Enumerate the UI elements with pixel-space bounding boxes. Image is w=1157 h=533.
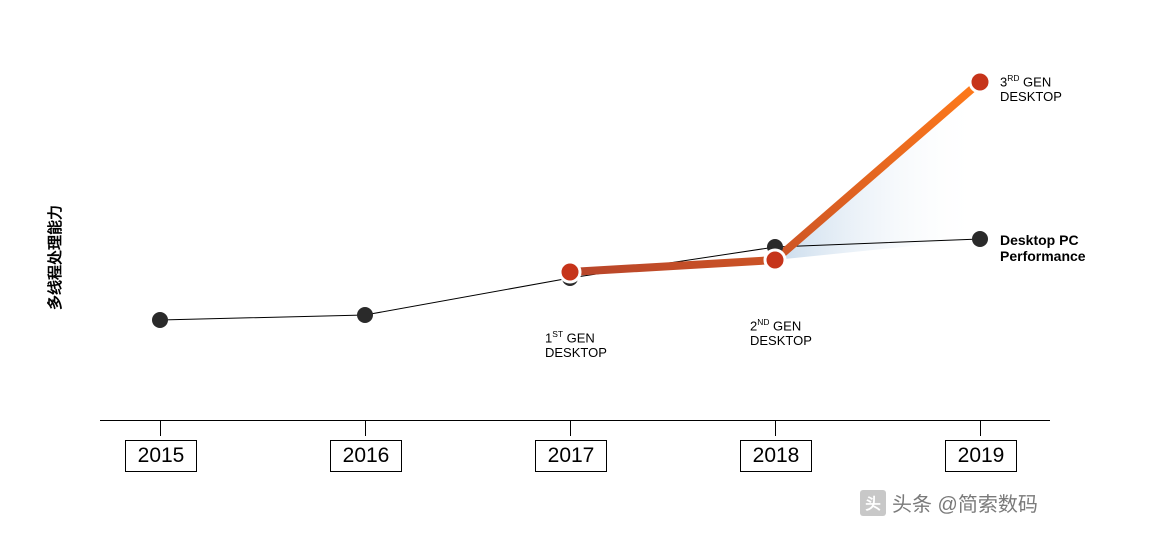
baseline-marker <box>357 307 373 323</box>
highlight-marker <box>560 262 580 282</box>
generation-label: 2ND GENDESKTOP <box>750 318 812 349</box>
x-axis-year: 2016 <box>330 440 402 472</box>
baseline-label-line1: Desktop PC <box>1000 232 1079 248</box>
gen-line2: DESKTOP <box>545 345 607 360</box>
x-axis-year: 2019 <box>945 440 1017 472</box>
baseline-label-line2: Performance <box>1000 248 1086 264</box>
chart-stage: 多线程处理能力 20152016201720182019 Desktop PCP… <box>0 0 1157 533</box>
x-axis-year: 2015 <box>125 440 197 472</box>
generation-label: 1ST GENDESKTOP <box>545 330 607 361</box>
baseline-end-label: Desktop PCPerformance <box>1000 232 1086 264</box>
highlight-marker <box>765 250 785 270</box>
baseline-marker <box>152 312 168 328</box>
watermark: 头 头条 @简索数码 <box>860 488 1038 517</box>
gen-ordinal: RD <box>1007 73 1019 83</box>
x-axis-tick <box>775 420 776 436</box>
x-axis-tick <box>365 420 366 436</box>
gen-line2: DESKTOP <box>1000 89 1062 104</box>
x-axis-year: 2018 <box>740 440 812 472</box>
generation-label: 3RD GENDESKTOP <box>1000 74 1062 105</box>
gen-ordinal: ND <box>757 317 769 327</box>
watermark-icon: 头 <box>860 490 886 516</box>
x-axis-line <box>100 420 1050 421</box>
x-axis-tick <box>570 420 571 436</box>
gen-ordinal: ST <box>552 329 563 339</box>
x-axis-year: 2017 <box>535 440 607 472</box>
gen-suffix: GEN <box>769 318 801 333</box>
baseline-marker <box>972 231 988 247</box>
x-axis-tick <box>160 420 161 436</box>
watermark-text: 头条 @简索数码 <box>892 488 1038 517</box>
gen-line2: DESKTOP <box>750 333 812 348</box>
highlight-marker <box>970 72 990 92</box>
gen-suffix: GEN <box>1019 74 1051 89</box>
gen-suffix: GEN <box>563 330 595 345</box>
x-axis-tick <box>980 420 981 436</box>
